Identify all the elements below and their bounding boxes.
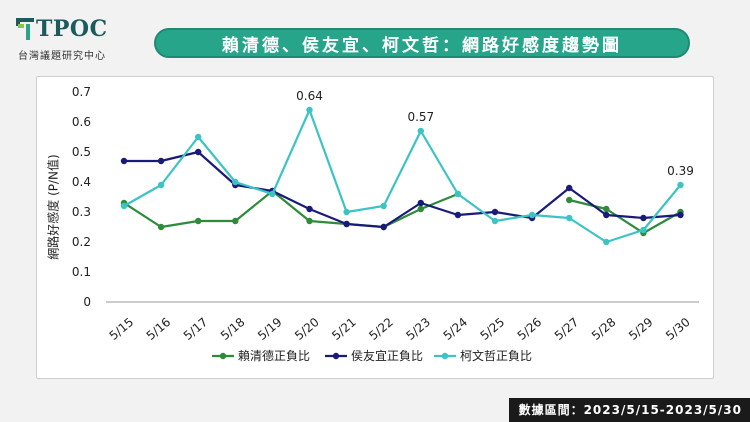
title-bar: 賴清德、侯友宜、柯文哲：網路好感度趨勢圖 <box>154 28 690 58</box>
y-tick-label: 0.5 <box>72 145 91 159</box>
x-tick-label: 5/28 <box>589 315 619 343</box>
data-label: 0.57 <box>407 110 434 124</box>
data-point <box>343 208 350 216</box>
data-point <box>232 178 239 186</box>
data-point <box>417 205 424 213</box>
y-tick-label: 0.1 <box>72 265 91 279</box>
legend-label: 柯文哲正負比 <box>460 348 532 363</box>
data-point <box>677 181 684 189</box>
data-point <box>417 199 424 207</box>
data-point <box>120 202 128 210</box>
data-point <box>566 196 573 204</box>
data-point <box>603 205 610 213</box>
data-point <box>195 133 202 141</box>
chart-card <box>36 76 714 379</box>
x-tick-label: 5/29 <box>626 315 656 343</box>
y-tick-label: 0.3 <box>72 205 91 219</box>
data-range-label: 數據區間：2023/5/15-2023/5/30 <box>508 398 750 422</box>
y-tick-label: 0.6 <box>72 115 91 129</box>
chart: 00.10.20.30.40.50.60.75/15 5/16 5/17 5/18 5/… <box>72 85 699 363</box>
logo: TPOC 台灣議題研究中心 <box>10 14 138 66</box>
data-point <box>603 238 610 246</box>
data-label: 0.64 <box>296 89 323 103</box>
x-tick-label: 5/18 <box>218 315 248 343</box>
data-point <box>528 211 536 219</box>
data-point <box>380 223 387 231</box>
data-point <box>306 217 313 225</box>
y-tick-label: 0 <box>83 295 91 309</box>
x-tick-label: 5/22 <box>366 315 396 343</box>
y-tick-label: 0.7 <box>72 85 91 99</box>
data-point <box>306 205 313 213</box>
data-point <box>157 157 165 165</box>
data-point <box>380 202 387 210</box>
legend-marker <box>441 352 449 360</box>
data-point <box>343 220 350 228</box>
x-tick-label: 5/26 <box>515 315 545 343</box>
x-tick-label: 5/27 <box>552 315 582 343</box>
data-point <box>269 190 276 198</box>
x-tick-label: 5/16 <box>144 315 174 343</box>
data-point <box>454 211 462 219</box>
x-tick-label: 5/17 <box>181 315 211 343</box>
x-tick-label: 5/19 <box>255 315 285 343</box>
x-tick-label: 5/30 <box>663 315 693 343</box>
data-point <box>566 214 573 222</box>
x-tick-label: 5/15 <box>107 315 137 343</box>
data-point <box>640 214 647 222</box>
series-line <box>124 150 681 229</box>
data-point <box>677 211 684 219</box>
data-point <box>640 226 647 234</box>
logo-tagline: 台灣議題研究中心 <box>18 51 106 62</box>
x-tick-label: 5/25 <box>478 315 508 343</box>
data-point <box>491 217 499 225</box>
y-tick-label: 0.4 <box>72 175 91 189</box>
y-axis-label: 網路好感度 (P/N值) <box>46 154 61 260</box>
legend-marker <box>219 352 227 360</box>
data-point <box>157 223 165 231</box>
data-point <box>232 217 239 225</box>
data-label: 0.39 <box>667 164 694 178</box>
x-tick-label: 5/20 <box>292 315 322 343</box>
data-point <box>417 127 424 135</box>
data-point <box>491 208 499 216</box>
logo-name: TPOC <box>36 16 108 42</box>
logo-mark-icon <box>16 18 34 40</box>
x-tick-label: 5/23 <box>403 315 433 343</box>
data-point <box>603 211 610 219</box>
legend-label: 侯友宜正負比 <box>351 348 423 363</box>
y-tick-label: 0.2 <box>72 235 91 249</box>
data-point <box>120 157 128 165</box>
legend-label: 賴清德正負比 <box>238 348 310 363</box>
legend-marker <box>332 352 340 360</box>
x-tick-label: 5/24 <box>441 315 471 343</box>
data-point <box>306 106 313 114</box>
page-title: 賴清德、侯友宜、柯文哲：網路好感度趨勢圖 <box>222 35 622 56</box>
data-point <box>195 148 202 156</box>
data-point <box>566 184 573 192</box>
data-point <box>454 190 462 198</box>
data-point <box>195 217 202 225</box>
x-tick-label: 5/21 <box>329 315 359 343</box>
series-line <box>123 189 682 235</box>
series-line <box>123 108 682 244</box>
data-point <box>157 181 165 189</box>
